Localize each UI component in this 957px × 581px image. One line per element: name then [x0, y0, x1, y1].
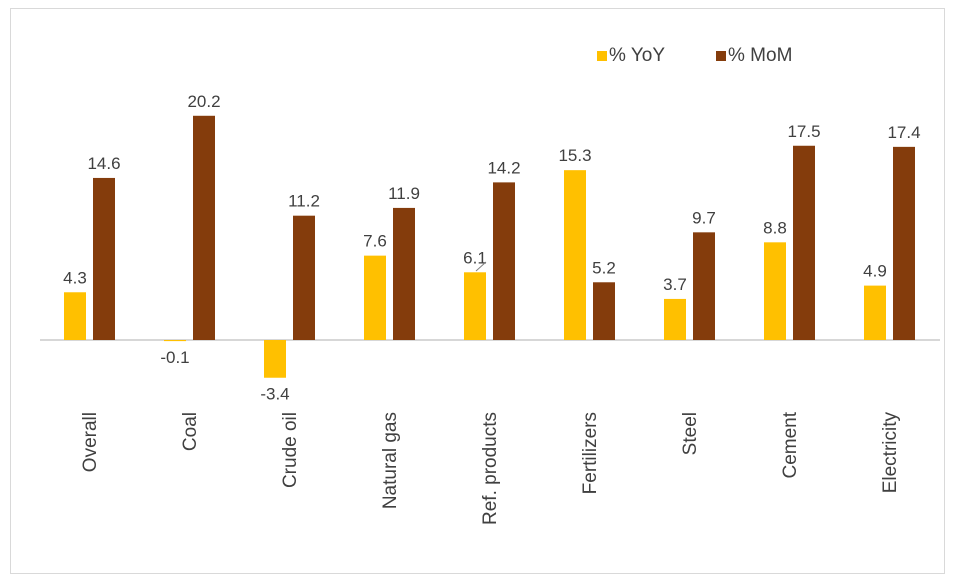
data-label: 7.6	[363, 232, 387, 251]
bar-mom	[793, 145, 815, 340]
legend-label-yoy: % YoY	[609, 45, 665, 66]
data-label: 15.3	[558, 146, 591, 165]
legend-label-mom: % MoM	[728, 45, 792, 66]
bar-yoy	[664, 298, 686, 340]
category-label: Steel	[680, 412, 701, 455]
bar-mom	[593, 282, 615, 340]
bar-yoy	[564, 170, 586, 340]
bar-yoy	[364, 255, 386, 340]
bar-mom	[693, 232, 715, 340]
data-label: 3.7	[663, 275, 687, 294]
bar-mom	[393, 207, 415, 340]
data-label: 14.2	[487, 158, 520, 177]
bar-mom	[193, 115, 215, 340]
bar-yoy	[264, 340, 286, 378]
bar-mom	[493, 182, 515, 340]
data-label: 6.1	[463, 248, 487, 267]
data-label: 8.8	[763, 218, 787, 237]
category-label: Natural gas	[380, 412, 401, 509]
legend-swatch-yoy	[597, 51, 607, 61]
data-label: 20.2	[187, 92, 220, 111]
data-label: 17.5	[787, 122, 820, 141]
legend-swatch-mom	[716, 51, 726, 61]
data-label: 14.6	[87, 154, 120, 173]
category-label: Fertilizers	[580, 412, 601, 494]
data-label: 4.9	[863, 262, 887, 281]
data-label: 17.4	[887, 123, 920, 142]
bar-yoy	[164, 340, 186, 342]
category-label: Overall	[80, 412, 101, 472]
data-label: 5.2	[592, 258, 616, 277]
data-label: 4.3	[63, 268, 87, 287]
label-leader-line	[475, 261, 487, 272]
bar-yoy	[764, 242, 786, 340]
category-label: Coal	[180, 412, 201, 451]
bar-mom	[893, 146, 915, 340]
category-label: Electricity	[880, 412, 901, 494]
bar-yoy	[864, 285, 886, 340]
bar-mom	[93, 177, 115, 340]
data-label: 9.7	[692, 208, 716, 227]
category-label: Crude oil	[280, 412, 301, 488]
category-label: Cement	[780, 411, 801, 478]
data-label: 11.2	[288, 192, 320, 211]
bar-mom	[293, 215, 315, 340]
bar-yoy	[64, 292, 86, 340]
bar-yoy	[464, 272, 486, 340]
data-label: -0.1	[160, 348, 189, 367]
data-label: -3.4	[260, 385, 289, 404]
data-label: 11.9	[388, 184, 420, 203]
category-label: Ref. products	[480, 412, 501, 525]
